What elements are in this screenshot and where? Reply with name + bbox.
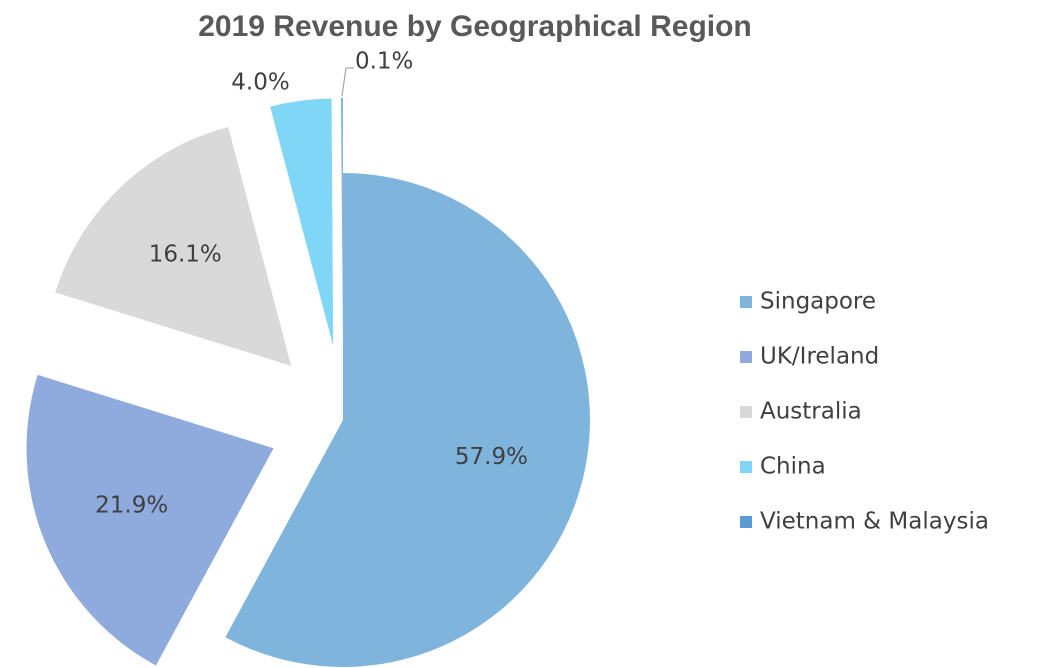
pie-slice [270, 98, 334, 346]
data-label: 57.9% [455, 444, 528, 470]
chart-title: 2019 Revenue by Geographical Region [198, 10, 752, 43]
data-label: 0.1% [355, 49, 413, 75]
legend-swatch [740, 461, 752, 473]
legend-swatch [740, 296, 752, 308]
legend-swatch [740, 406, 752, 418]
pie-slice [225, 173, 590, 667]
legend-label: Vietnam & Malaysia [760, 509, 989, 535]
data-label: 16.1% [149, 242, 222, 268]
legend-label: Singapore [760, 289, 876, 315]
data-label: 4.0% [231, 69, 289, 95]
pie-slice [26, 374, 274, 666]
data-label: 21.9% [95, 492, 168, 518]
legend-label: China [760, 454, 826, 480]
legend-label: UK/Ireland [760, 344, 879, 370]
legend-label: Australia [760, 399, 862, 425]
pie-slice [55, 126, 292, 366]
legend-swatch [740, 351, 752, 363]
pie-slice [341, 98, 343, 346]
legend-swatch [740, 516, 752, 528]
leader-line [341, 67, 354, 97]
